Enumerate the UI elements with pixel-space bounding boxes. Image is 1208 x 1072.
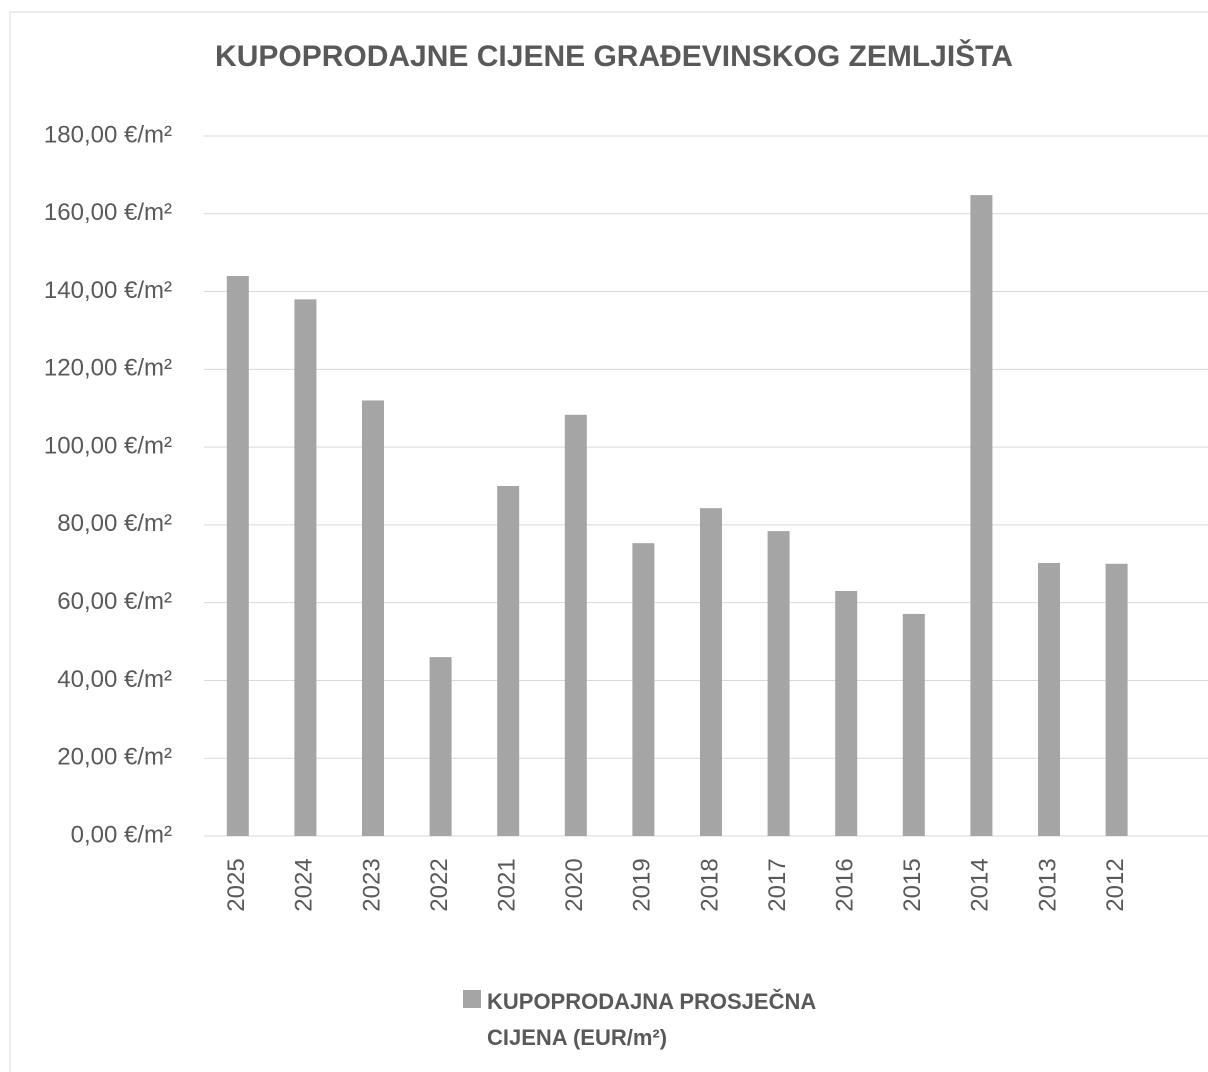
x-tick-label: 2023	[358, 858, 385, 911]
x-tick-label: 2021	[494, 858, 521, 911]
bar	[362, 400, 384, 836]
bar	[294, 299, 317, 836]
x-tick-label: 2020	[561, 858, 588, 911]
x-tick-label: 2012	[1102, 858, 1129, 911]
bar	[1105, 563, 1128, 836]
legend: KUPOPRODAJNA PROSJEČNA CIJENA (EUR/m²)	[463, 984, 857, 1056]
bar	[970, 195, 993, 837]
legend-swatch	[463, 990, 481, 1008]
y-tick-label: 180,00 €/m²	[44, 121, 172, 148]
x-tick-label: 2016	[832, 858, 859, 911]
bar	[902, 613, 925, 836]
x-tick-label: 2025	[223, 858, 250, 911]
bar	[767, 531, 790, 836]
y-tick-label: 80,00 €/m²	[57, 510, 172, 537]
chart-frame	[9, 11, 1208, 1072]
y-tick-label: 60,00 €/m²	[57, 588, 172, 615]
x-tick-label: 2017	[764, 858, 791, 911]
y-tick-label: 160,00 €/m²	[44, 199, 172, 226]
x-tick-label: 2018	[696, 858, 723, 911]
x-tick-label: 2015	[899, 858, 926, 911]
y-tick-label: 20,00 €/m²	[57, 744, 172, 771]
y-tick-label: 120,00 €/m²	[44, 355, 172, 382]
y-tick-label: 140,00 €/m²	[44, 277, 172, 304]
chart-title: KUPOPRODAJNE CIJENE GRAĐEVINSKOG ZEMLJIŠ…	[215, 39, 1013, 73]
x-tick-label: 2022	[426, 858, 453, 911]
bar	[835, 591, 858, 836]
bar	[564, 414, 587, 836]
y-tick-label: 100,00 €/m²	[44, 432, 172, 459]
x-tick-label: 2013	[1034, 858, 1061, 911]
bar	[1038, 563, 1060, 836]
x-tick-label: 2019	[629, 858, 656, 911]
y-tick-label: 40,00 €/m²	[57, 666, 172, 693]
bar	[497, 486, 520, 836]
legend-label: KUPOPRODAJNA PROSJEČNA CIJENA (EUR/m²)	[487, 989, 816, 1050]
bar	[226, 276, 249, 836]
x-tick-label: 2024	[291, 858, 318, 911]
x-tick-label: 2014	[967, 858, 994, 911]
y-tick-label: 0,00 €/m²	[71, 821, 172, 848]
bar	[429, 657, 452, 836]
bar	[632, 543, 655, 836]
bar	[700, 508, 722, 836]
